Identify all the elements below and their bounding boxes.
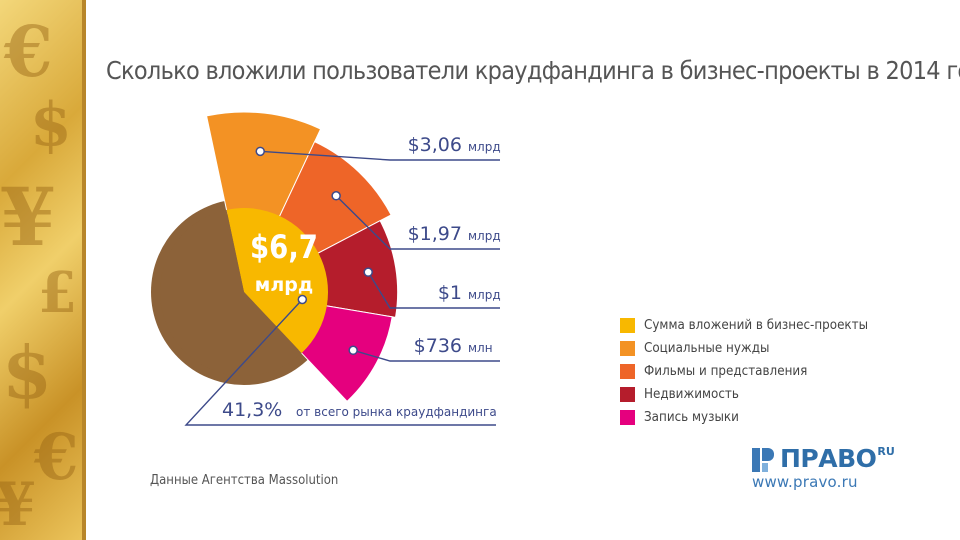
unit-label-1: млрд: [468, 140, 501, 154]
page-title: Сколько вложили пользователи краудфандин…: [106, 56, 960, 85]
leader-line-3: [367, 271, 500, 309]
legend-swatch-5: [620, 410, 635, 425]
rest-share-sector: [160, 209, 302, 376]
leader-line-2: [335, 195, 500, 250]
pravo-logo-icon: [752, 448, 774, 472]
legend-item-3: Фильмы и представления: [620, 360, 888, 383]
decorative-left-strip: € $ ¥ £ $ € ¥: [0, 0, 86, 540]
leader-line-1: [260, 150, 500, 161]
leader-dot-4: [348, 345, 358, 356]
logo-name: ПРАВО: [780, 444, 877, 473]
share-note-value: 41,3%: [222, 399, 282, 421]
value-label-4: $736: [414, 335, 462, 357]
legend-label-2: Социальные нужды: [644, 341, 770, 356]
legend-swatch-4: [620, 387, 635, 402]
leader-dot-1: [255, 146, 265, 157]
share-leader-dot: [297, 294, 308, 305]
business-share-sector: [226, 208, 328, 354]
currency-decor-icon: ¥: [0, 470, 36, 540]
legend-item-4: Недвижимость: [620, 383, 888, 406]
legend-label-3: Фильмы и представления: [644, 364, 808, 379]
legend-label-1: Сумма вложений в бизнес-проекты: [644, 318, 869, 333]
logo-url[interactable]: www.pravo.ru: [752, 473, 858, 491]
chart-legend: Сумма вложений в бизнес-проекты Социальны…: [620, 314, 888, 429]
legend-label-4: Недвижимость: [644, 387, 739, 402]
currency-decor-icon: $: [30, 90, 72, 160]
legend-swatch-2: [620, 341, 635, 356]
legend-item-2: Социальные нужды: [620, 337, 888, 360]
legend-swatch-3: [620, 364, 635, 379]
legend-item-5: Запись музыки: [620, 406, 888, 429]
currency-decor-icon: €: [4, 10, 53, 93]
strip-edge: [82, 0, 86, 540]
share-note-text: от всего рынка краудфандинга: [296, 405, 497, 419]
logo-superscript: RU: [877, 445, 895, 458]
share-leader-line: [184, 299, 496, 426]
unit-label-4: млн: [468, 341, 493, 355]
source-note: Данные Агентства Massolution: [150, 473, 339, 488]
currency-decor-icon: £: [38, 260, 77, 326]
unit-label-3: млрд: [468, 288, 501, 302]
legend-swatch-1: [620, 318, 635, 333]
leader-dot-3: [363, 267, 373, 277]
value-label-3: $1: [438, 282, 462, 304]
leader-line-4: [352, 349, 500, 362]
unit-label-2: млрд: [468, 229, 501, 243]
center-unit-label: млрд: [255, 274, 313, 296]
leader-dot-2: [331, 191, 341, 201]
currency-decor-icon: €: [34, 420, 79, 495]
center-value-label: $6,7: [250, 229, 318, 267]
pravo-logo[interactable]: ПРАВО RU www.pravo.ru: [752, 444, 895, 491]
legend-label-5: Запись музыки: [644, 410, 739, 425]
currency-decor-icon: ¥: [0, 170, 56, 264]
value-label-1: $3,06: [408, 134, 462, 156]
currency-decor-icon: $: [2, 330, 53, 415]
value-label-2: $1,97: [408, 223, 462, 245]
legend-item-1: Сумма вложений в бизнес-проекты: [620, 314, 888, 337]
